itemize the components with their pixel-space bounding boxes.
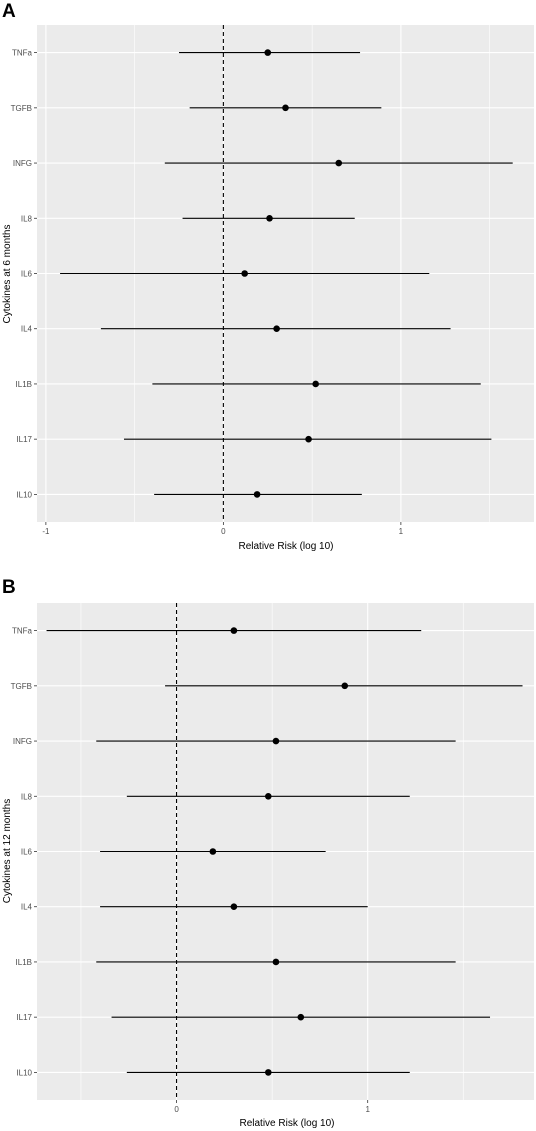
y-tick-label-a: IL1B xyxy=(16,380,32,389)
estimate-point-il8-b xyxy=(264,792,272,800)
estimate-point-il1b-b xyxy=(272,958,280,966)
estimate-point-il17-a xyxy=(305,435,312,443)
x-tick-label-a: 0 xyxy=(221,527,226,536)
y-tick-label-a: INFG xyxy=(13,159,32,168)
y-tick-label-b: TNFa xyxy=(12,627,33,636)
x-tick-label-b: 1 xyxy=(365,1105,370,1114)
y-tick-label-a: TNFa xyxy=(12,49,33,58)
x-tick-label-a: 1 xyxy=(399,527,404,536)
y-tick-label-a: IL17 xyxy=(16,435,32,444)
panel-label-a: A xyxy=(2,1,16,22)
estimate-point-il17-b xyxy=(297,1013,305,1021)
y-tick-label-a: IL8 xyxy=(21,214,33,223)
y-tick-label-a: TGFB xyxy=(11,104,32,113)
estimate-point-infg-b xyxy=(272,737,280,745)
estimate-point-tgfb-b xyxy=(341,682,349,690)
estimate-point-il10-b xyxy=(264,1069,272,1076)
estimate-point-il8-a xyxy=(266,214,273,222)
y-tick-label-b: IL4 xyxy=(21,903,33,912)
estimate-point-tnfa-a xyxy=(264,49,272,56)
y-tick-label-a: IL10 xyxy=(16,490,32,499)
estimate-point-infg-a xyxy=(335,159,343,167)
x-tick-label-b: 0 xyxy=(174,1105,179,1114)
panel-label-b: B xyxy=(2,577,16,598)
panel-b: B Cytokines at 12 months Relative Risk (… xyxy=(2,577,534,1129)
panel-a: A Cytokines at 6 months Relative Risk (l… xyxy=(2,1,534,552)
y-tick-label-b: IL6 xyxy=(21,848,33,857)
estimate-point-il6-a xyxy=(241,270,248,277)
estimate-point-il6-b xyxy=(209,848,217,855)
y-tick-label-b: INFG xyxy=(13,737,32,746)
x-axis-title-a: Relative Risk (log 10) xyxy=(238,541,333,552)
estimate-point-il4-b xyxy=(230,903,238,911)
y-tick-label-a: IL4 xyxy=(21,325,33,334)
x-tick-label-a: -1 xyxy=(42,527,50,536)
x-axis-title-b: Relative Risk (log 10) xyxy=(239,1118,334,1129)
y-tick-label-b: TGFB xyxy=(11,682,32,691)
y-tick-label-b: IL1B xyxy=(16,958,32,967)
y-tick-label-a: IL6 xyxy=(21,270,33,279)
estimate-point-tnfa-b xyxy=(230,627,238,634)
estimate-point-tgfb-a xyxy=(282,104,289,112)
y-tick-label-b: IL10 xyxy=(16,1068,32,1077)
y-tick-label-b: IL17 xyxy=(16,1013,32,1022)
estimate-point-il10-a xyxy=(253,491,261,498)
y-axis-title-b: Cytokines at 12 months xyxy=(2,799,13,904)
y-axis-title-a: Cytokines at 6 months xyxy=(2,225,13,324)
estimate-point-il4-a xyxy=(273,325,280,333)
y-tick-label-b: IL8 xyxy=(21,792,33,801)
estimate-point-il1b-a xyxy=(312,380,319,388)
